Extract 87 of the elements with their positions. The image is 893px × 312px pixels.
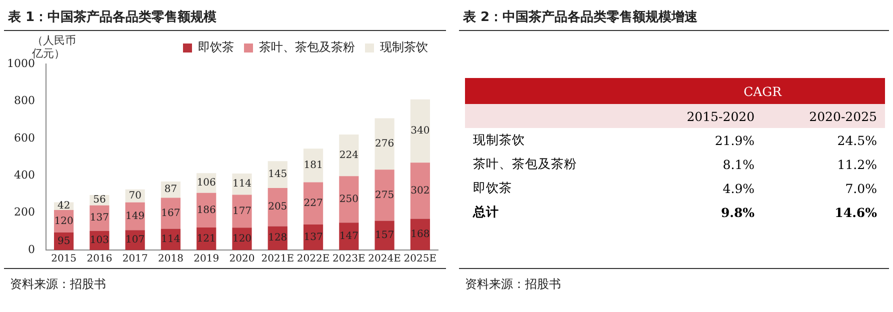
data-label: 114: [232, 178, 252, 190]
y-tick-label: 600: [14, 131, 35, 144]
bar: [303, 182, 324, 225]
data-label: 137: [304, 232, 323, 243]
category-label: 现制茶饮: [472, 130, 526, 148]
data-label: 186: [196, 204, 216, 216]
legend-label: 茶叶、茶包及茶粉: [259, 40, 355, 54]
bar: [339, 134, 359, 176]
data-label: 275: [375, 190, 394, 201]
bar: [374, 170, 394, 221]
data-label: 9.8%: [720, 204, 756, 222]
data-label: 250: [339, 194, 358, 205]
x-tick-label: 2018: [158, 254, 184, 265]
data-label: 95: [57, 236, 70, 247]
bar: [410, 99, 430, 163]
data-label: 149: [126, 210, 145, 222]
data-label: 107: [126, 234, 145, 246]
chart-title: 表 1：中国茶产品各品类零售额规模: [8, 8, 217, 26]
data-label: 106: [196, 178, 216, 189]
bar: [303, 148, 324, 182]
bar: [410, 162, 430, 219]
legend-label: 即饮茶: [198, 40, 234, 54]
y-tick-label: 0: [28, 242, 35, 256]
legend-title: CAGR: [640, 78, 885, 104]
legend-label: 现制茶饮: [380, 40, 428, 54]
category-label: 即饮茶: [472, 178, 513, 196]
bar: [268, 188, 288, 226]
data-label: 181: [304, 160, 323, 172]
x-tick-label: 2024E: [368, 254, 401, 265]
data-label: 7.0%: [844, 180, 878, 198]
data-label: 128: [268, 232, 288, 244]
x-tick-label: 2020: [229, 254, 255, 265]
data-label: 145: [268, 169, 288, 180]
data-label: 56: [93, 194, 106, 206]
y-tick-label: 200: [14, 206, 35, 219]
data-label: 114: [161, 234, 180, 245]
bar: [339, 176, 359, 223]
data-label: 276: [375, 138, 394, 150]
data-label: 157: [375, 230, 394, 241]
data-label: 224: [339, 150, 358, 161]
bar: [339, 222, 359, 250]
data-label: 4.9%: [722, 180, 756, 198]
category-label: 茶叶、茶包及茶粉: [472, 154, 578, 172]
y-tick-label: 800: [14, 94, 35, 108]
data-label: 147: [339, 230, 358, 242]
x-tick-label: 2016: [86, 254, 112, 265]
data-label: 103: [90, 235, 109, 246]
data-label: 177: [232, 206, 252, 217]
y-tick-label: 400: [14, 168, 35, 182]
data-label: 11.2%: [836, 156, 878, 174]
x-tick-label: 2022E: [296, 254, 330, 265]
x-tick-label: 2019: [194, 254, 220, 265]
y-axis-title: （人民币亿元）: [32, 34, 77, 60]
data-label: 14.6%: [834, 204, 878, 222]
data-label: 21.9%: [714, 132, 756, 150]
data-label: 70: [128, 190, 142, 202]
text: 资料来源：招股书: [10, 276, 106, 293]
x-tick-label: 2025E: [404, 254, 437, 265]
data-label: 227: [304, 198, 323, 209]
data-label: 87: [164, 184, 178, 196]
data-label: 137: [90, 212, 109, 224]
x-tick-label: 2017: [122, 254, 148, 265]
bar: [232, 174, 252, 195]
data-label: 121: [196, 233, 216, 244]
x-tick-label: 2021E: [261, 254, 294, 265]
data-label: 205: [268, 202, 288, 213]
text: 表 2：中国茶产品各品类零售额规模增速: [463, 8, 698, 26]
data-label: 120: [232, 233, 252, 244]
y-tick-label: 1000: [6, 56, 35, 70]
bar: [374, 118, 394, 170]
bar: [374, 220, 394, 250]
text: 2020-2025: [762, 104, 885, 128]
text: 2015-2020: [640, 104, 763, 128]
data-label: 120: [54, 216, 74, 227]
x-tick-label: 2015: [51, 254, 77, 265]
data-label: 8.1%: [722, 156, 756, 174]
category-label: 总计: [472, 202, 500, 220]
x-tick-label: 2023E: [332, 254, 366, 265]
data-label: 302: [410, 185, 430, 196]
data-label: 167: [161, 208, 180, 219]
data-label: 340: [410, 126, 430, 137]
data-label: 24.5%: [836, 132, 878, 150]
bar: [160, 198, 181, 229]
text: 资料来源：招股书: [465, 276, 561, 293]
bar: [232, 194, 252, 228]
data-label: 168: [410, 228, 430, 240]
data-label: 42: [57, 200, 70, 212]
